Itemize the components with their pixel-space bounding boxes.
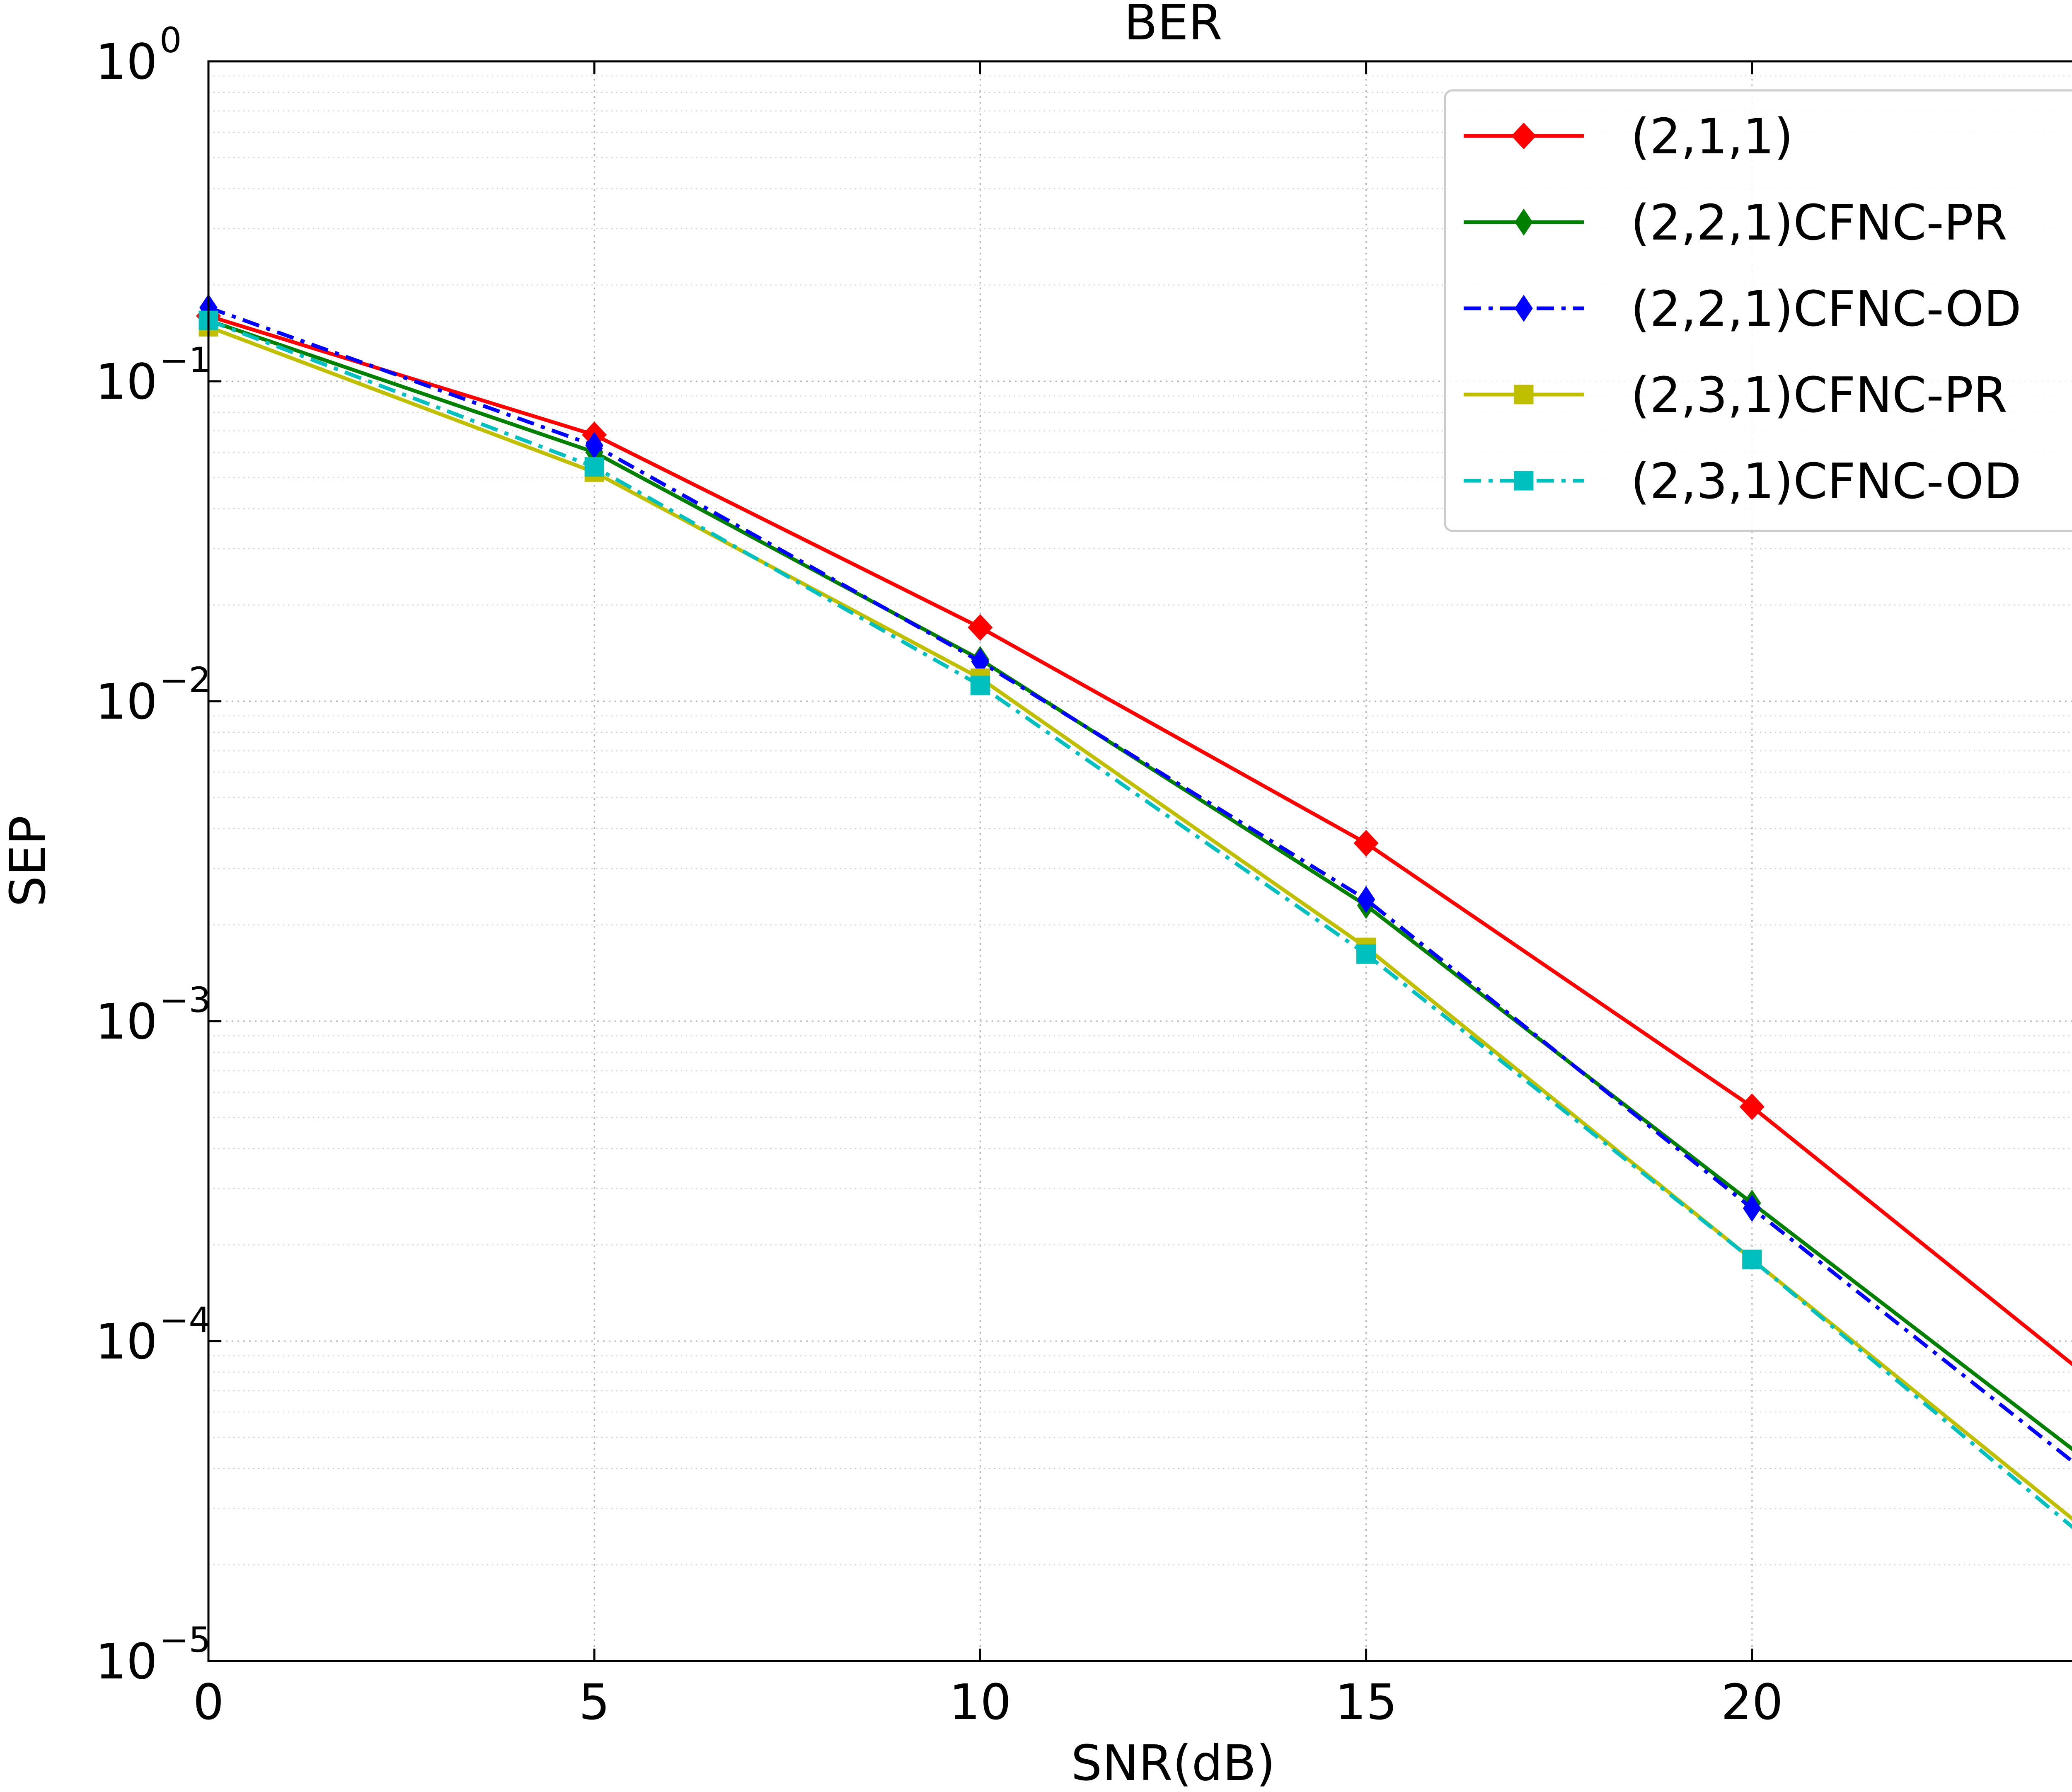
legend-label: (2,2,1)CFNC-OD (1631, 280, 2021, 337)
legend-marker (1511, 122, 1537, 150)
y-tick-exponent: −2 (160, 660, 211, 700)
legend-marker (1515, 295, 1533, 322)
y-tick-label: 10 (95, 1633, 157, 1690)
series-point (1356, 944, 1376, 964)
series-point (1743, 1194, 1761, 1222)
y-tick-exponent: −5 (160, 1620, 211, 1660)
series-point (970, 676, 990, 695)
plot-frame (207, 60, 2072, 1662)
series-point (1353, 830, 1379, 857)
y-tick-exponent: −4 (160, 1300, 211, 1340)
series-line (208, 305, 2072, 1464)
legend-item: (2,3,1)CFNC-OD (1464, 453, 2021, 510)
legend-label: (2,1,1) (1631, 108, 1793, 165)
y-tick-label: 10 (95, 33, 157, 90)
legend-marker (1514, 385, 1534, 404)
legend-item: (2,1,1) (1464, 108, 1793, 165)
x-tick-label: 10 (949, 1673, 1011, 1731)
series-line (208, 318, 2072, 1451)
y-axis-label: SEP (0, 816, 56, 907)
legend-item: (2,2,1)CFNC-OD (1464, 280, 2021, 337)
x-tick-label: 5 (579, 1673, 610, 1731)
legend-box (1444, 89, 2072, 532)
series-point (584, 457, 604, 477)
y-tick-label: 10 (95, 673, 157, 730)
legend-label: (2,2,1)CFNC-PR (1631, 194, 2007, 251)
y-tick-exponent: 0 (160, 20, 182, 61)
series-point (1742, 1250, 1762, 1269)
series-point (1357, 886, 1375, 913)
series-line (208, 318, 2072, 1529)
y-tick-label: 10 (95, 993, 157, 1050)
y-tick-label: 10 (95, 353, 157, 410)
chart-title: BER (1124, 0, 1222, 51)
y-tick-label: 10 (95, 1313, 157, 1370)
legend-item: (2,3,1)CFNC-PR (1464, 366, 2007, 424)
legend-marker (1514, 471, 1534, 491)
legend-item: (2,2,1)CFNC-PR (1464, 194, 2007, 251)
legend-label: (2,3,1)CFNC-PR (1631, 366, 2007, 424)
x-tick-label: 20 (1721, 1673, 1783, 1731)
series-point (968, 614, 993, 641)
y-tick-exponent: −3 (160, 980, 211, 1020)
x-tick-label: 15 (1335, 1673, 1397, 1731)
x-tick-label: 0 (193, 1673, 224, 1731)
series-line (208, 314, 2072, 1366)
series-point (1739, 1093, 1765, 1120)
x-axis-label: SNR(dB) (1071, 1734, 1275, 1790)
legend-marker (1515, 208, 1533, 236)
legend-label: (2,3,1)CFNC-OD (1631, 453, 2021, 510)
y-tick-exponent: −1 (160, 340, 211, 380)
